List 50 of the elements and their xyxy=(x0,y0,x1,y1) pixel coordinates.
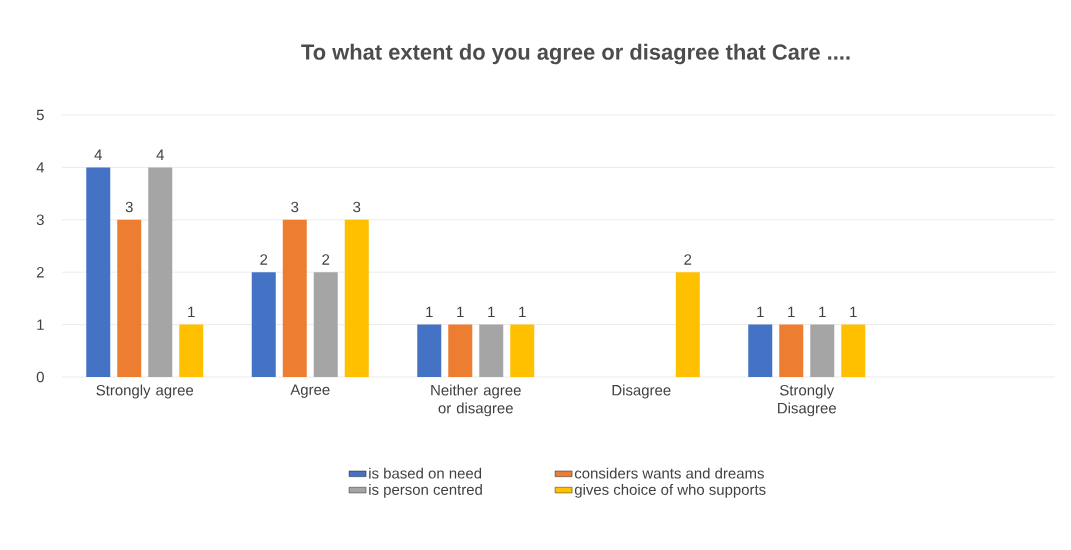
bar xyxy=(510,324,535,377)
bar xyxy=(179,324,204,377)
y-tick-label: 4 xyxy=(36,162,45,173)
data-label: 1 xyxy=(788,306,795,318)
x-tick-label: Neither agree or disagree xyxy=(431,384,521,417)
bar xyxy=(810,324,835,377)
data-label: 1 xyxy=(519,306,526,318)
x-tick-label: Agree xyxy=(290,384,330,398)
y-tick-label: 3 xyxy=(36,214,44,226)
bar xyxy=(282,219,307,377)
y-tick-label: 1 xyxy=(37,319,44,330)
bar xyxy=(148,167,173,377)
bar xyxy=(117,219,142,377)
data-label: 4 xyxy=(156,149,164,160)
data-label: 1 xyxy=(426,306,433,318)
y-tick-label: 2 xyxy=(36,266,44,278)
data-label: 2 xyxy=(260,254,268,265)
bar xyxy=(779,324,804,377)
bar xyxy=(448,324,473,377)
data-label: 1 xyxy=(819,306,826,318)
legend-label: considers wants and dreams xyxy=(574,467,764,479)
bar xyxy=(675,272,700,377)
data-label: 1 xyxy=(188,306,195,318)
bar xyxy=(479,324,504,377)
data-label: 1 xyxy=(488,306,495,318)
y-tick-label: 0 xyxy=(36,371,44,383)
data-label: 1 xyxy=(850,306,857,318)
data-label: 1 xyxy=(457,306,464,318)
data-label: 2 xyxy=(322,254,330,265)
x-tick-label: Strongly Disagree xyxy=(778,384,836,417)
data-label: 3 xyxy=(125,201,133,213)
legend-label: is person centred xyxy=(369,483,482,498)
bar xyxy=(344,219,369,377)
x-tick-label: Disagree xyxy=(612,384,671,399)
x-tick-label: Strongly agree xyxy=(96,384,194,399)
data-label: 1 xyxy=(757,306,764,318)
legend-label: is based on need xyxy=(369,467,482,479)
y-tick-label: 5 xyxy=(36,109,44,121)
data-label: 4 xyxy=(94,149,102,160)
bar xyxy=(417,324,442,377)
data-label: 3 xyxy=(291,201,299,213)
legend-label: gives choice of who supports xyxy=(574,483,766,498)
data-label: 2 xyxy=(684,254,692,265)
data-label: 3 xyxy=(353,201,361,213)
bar xyxy=(841,324,866,377)
bar xyxy=(748,324,773,377)
bar xyxy=(86,167,111,377)
bar xyxy=(251,272,276,377)
chart-title: To what extent do you agree or disagree that Care .... xyxy=(301,43,850,65)
bar xyxy=(313,272,338,377)
